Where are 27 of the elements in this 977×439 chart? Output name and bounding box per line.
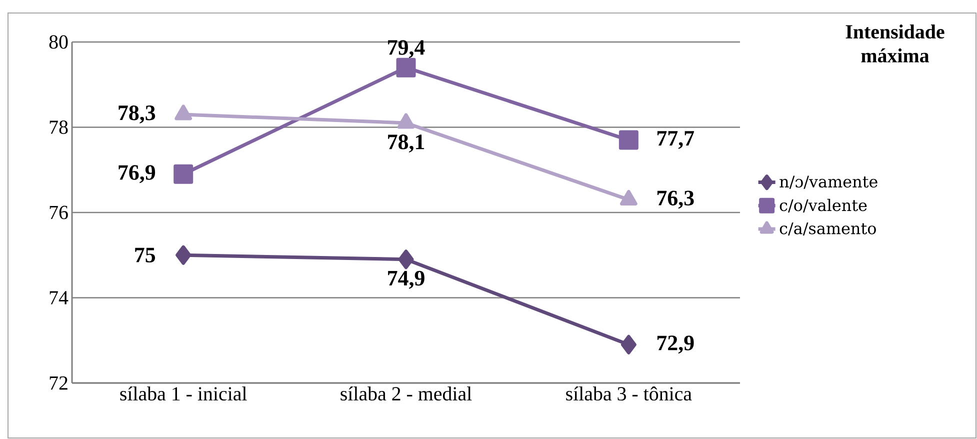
point [620,334,636,354]
point [618,130,638,150]
legend-label: c/a/samento [780,222,876,236]
y-tick-label: 78 [50,120,68,134]
x-tick-label: sílaba 3 - tônica [566,386,692,401]
point [174,164,194,184]
point [176,245,192,265]
legend-label: c/o/valente [780,198,867,212]
data-label: 78,1 [388,134,424,152]
data-label: 77,7 [657,131,694,149]
data-label: 72,9 [657,336,694,354]
data-label: 75 [135,248,156,262]
point [398,250,414,270]
data-label: 76,9 [118,165,156,184]
point [396,58,416,78]
y-tick-label: 74 [50,291,68,304]
x-tick-label: sílaba 2 - medial [340,386,472,401]
y-tick-label: 80 [49,35,68,49]
data-label: 78,3 [118,105,156,124]
legend-title: Intensidade máxima [846,24,944,62]
y-tick-label: 76 [50,206,68,220]
y-tick-label: 72 [50,376,68,390]
data-label: 74,9 [388,270,424,289]
legend-label: n/ɔ/vamente [780,176,878,189]
data-label: 79,4 [388,40,425,58]
x-tick-label: sílaba 1 - inicial [120,386,247,401]
data-label: 76,3 [657,190,694,209]
